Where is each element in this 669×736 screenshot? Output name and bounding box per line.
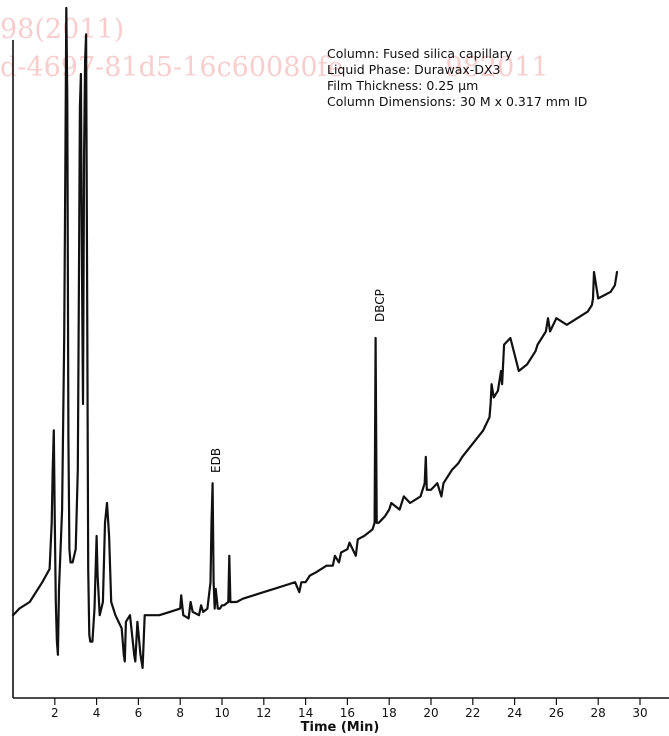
watermark-text: 98(2011) [0, 14, 125, 45]
x-tick-label: 16 [340, 706, 355, 720]
watermark-text: d-4697-81d5-16c60080fe 982011 [0, 52, 549, 83]
x-tick-group: 2 4 6 8 10 12 14 16 18 20 22 24 26 28 30 [51, 698, 648, 720]
column-info-block: Column: Fused silica capillary Liquid Ph… [327, 46, 587, 110]
x-tick-label: 28 [591, 706, 606, 720]
column-info-line: Film Thickness: 0.25 µm [327, 78, 479, 93]
watermark-text-part: 982011 [445, 52, 549, 83]
x-tick-label: 12 [256, 706, 271, 720]
x-tick-label: 2 [51, 706, 59, 720]
x-tick-label: 10 [214, 706, 229, 720]
x-tick-label: 4 [93, 706, 101, 720]
peak-label-edb: EDB [209, 448, 223, 473]
column-info-line: Liquid Phase: Durawax-DX3 [327, 62, 501, 77]
x-tick-label: 24 [507, 706, 522, 720]
column-info-line: Column Dimensions: 30 M x 0.317 mm ID [327, 94, 588, 109]
x-tick-label: 26 [549, 706, 564, 720]
x-tick-label: 22 [465, 706, 480, 720]
watermark-text-part: d-4697-81d5-16c60080fe [0, 52, 344, 83]
x-tick-label: 20 [423, 706, 438, 720]
x-tick-label: 6 [135, 706, 143, 720]
x-tick-label: 14 [298, 706, 313, 720]
chromatogram-trace [11, 6, 619, 670]
x-tick-label: 8 [176, 706, 184, 720]
column-info-line: Column: Fused silica capillary [327, 46, 513, 61]
x-axis-title: Time (Min) [301, 720, 380, 735]
peak-label-dbcp: DBCP [373, 289, 387, 322]
x-tick-label: 30 [632, 706, 647, 720]
x-tick-label: 18 [382, 706, 397, 720]
